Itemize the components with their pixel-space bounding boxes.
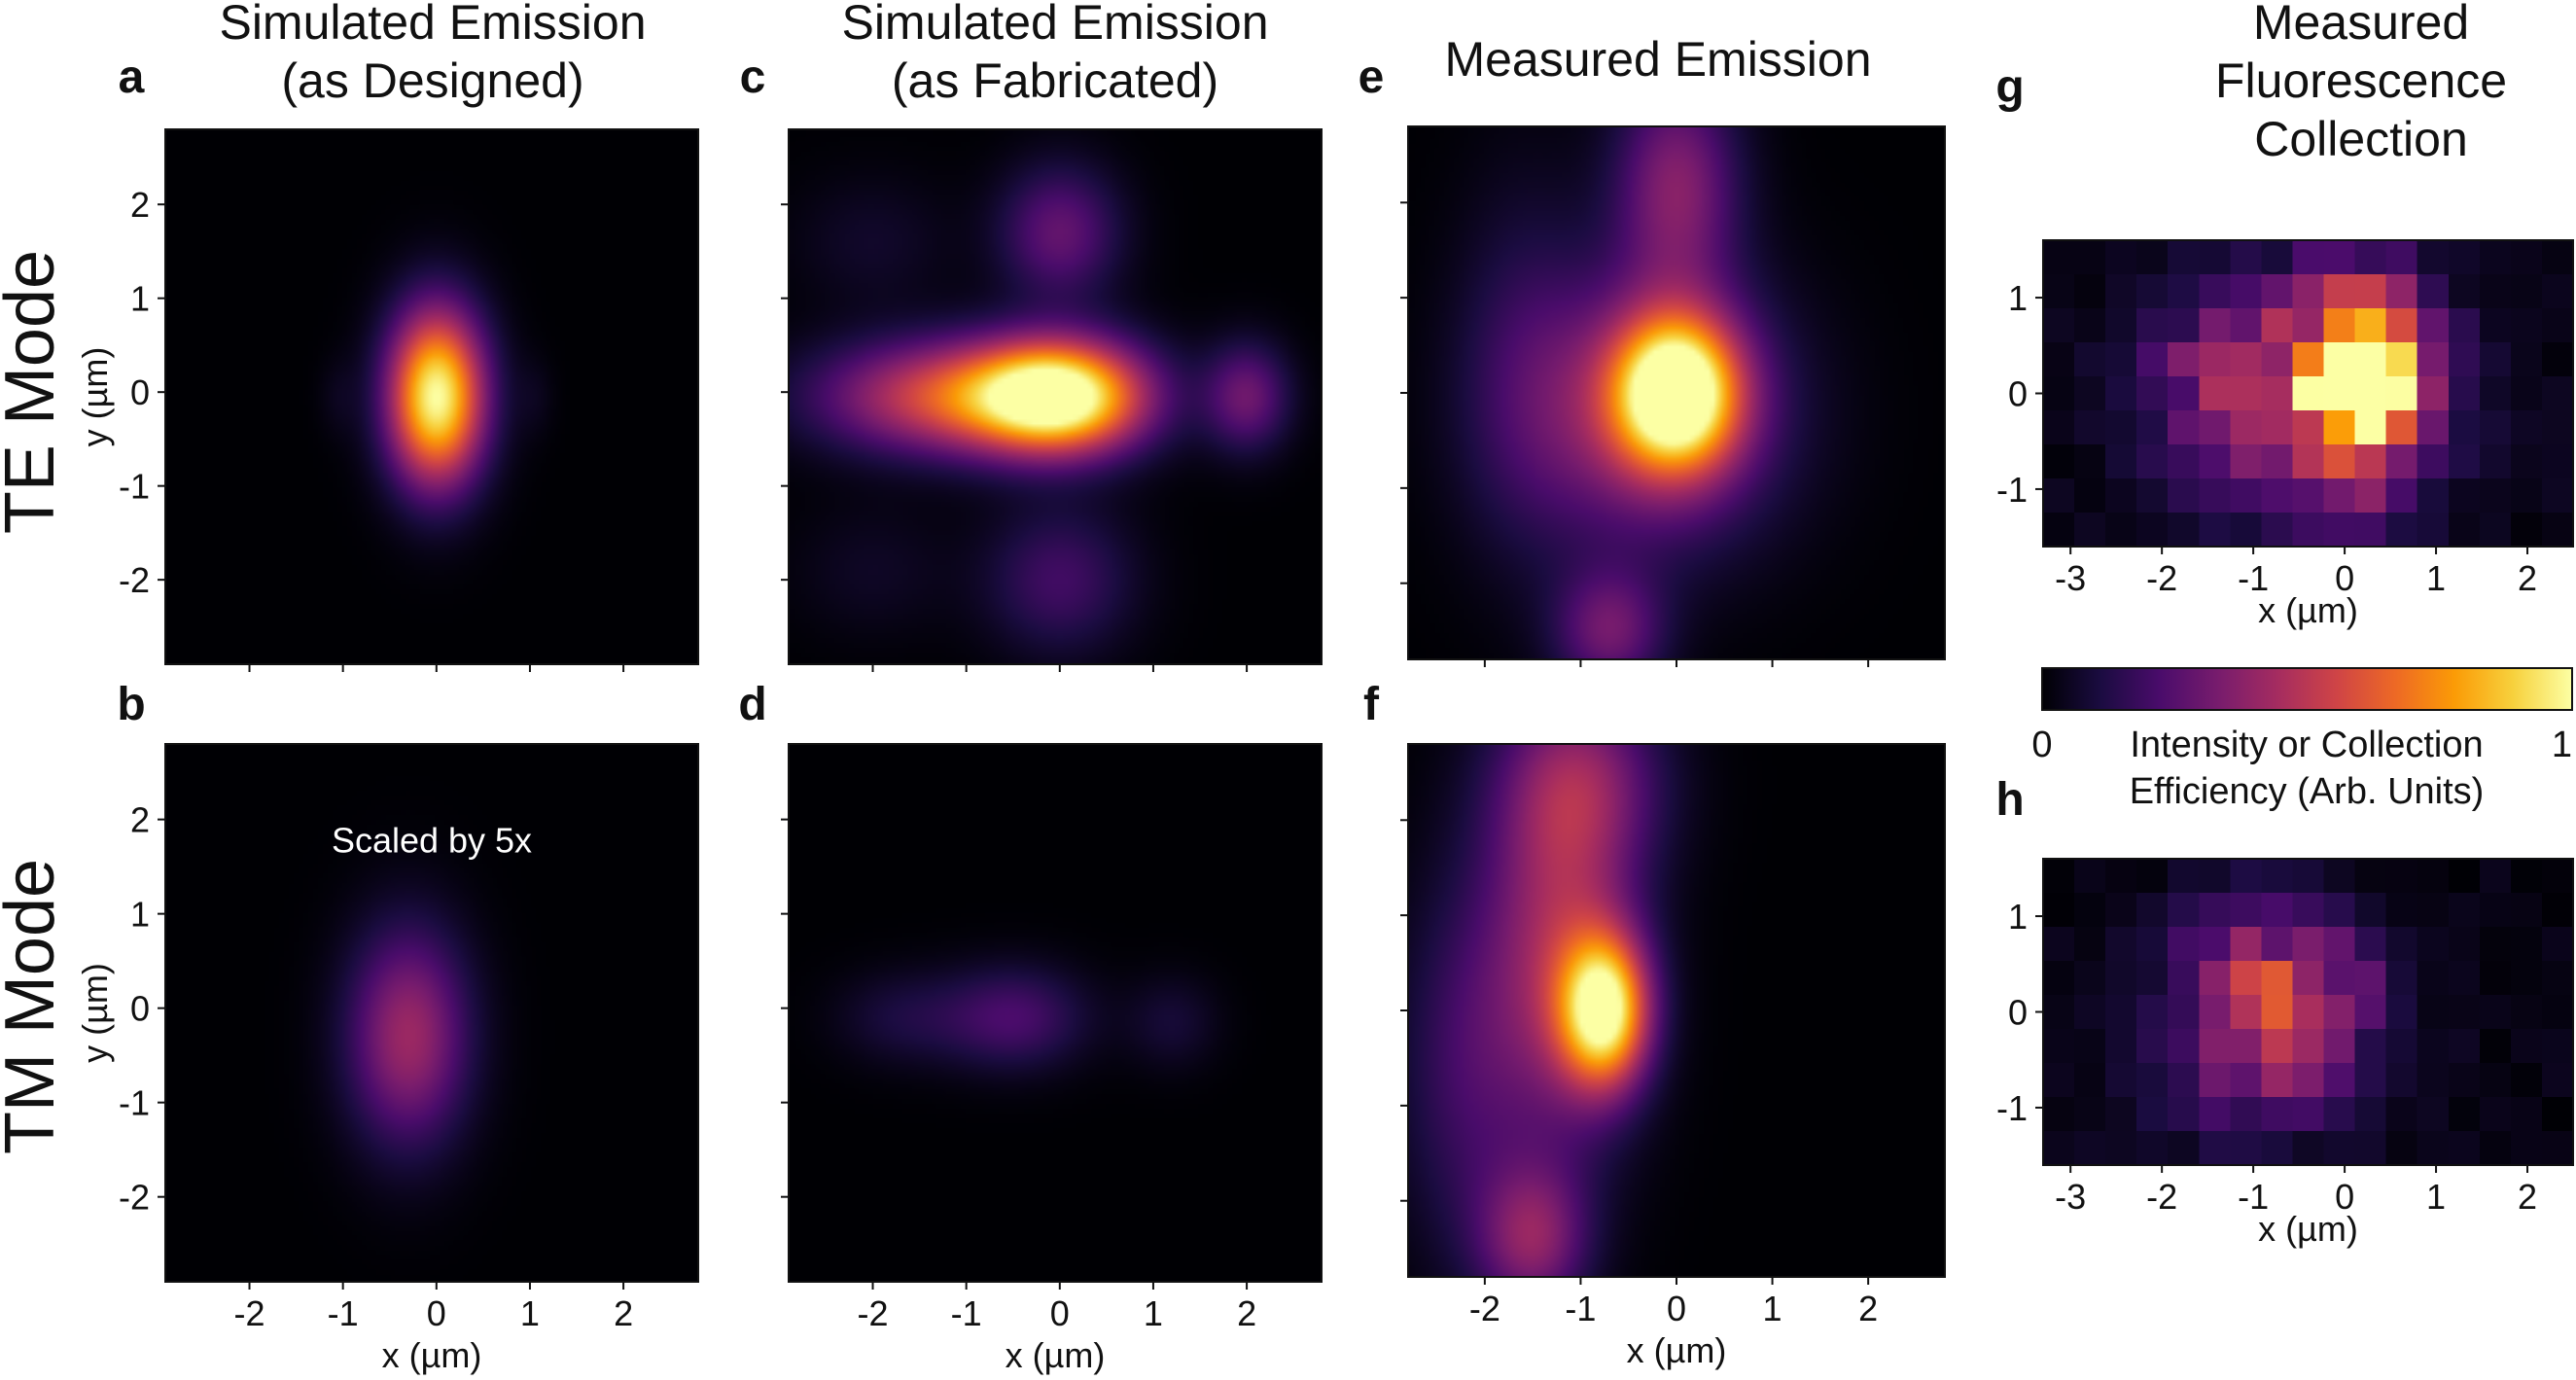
- colorbar: 0 1 Intensity or Collection Efficiency (…: [2031, 667, 2573, 812]
- xtick-label-b-2: 0: [427, 1293, 446, 1333]
- ytick-label-a-3: 1: [130, 279, 150, 319]
- xtick-label-h-2: -1: [2238, 1177, 2269, 1217]
- panel-a: -2 -1 0 1 2 y (µm) a Simulated Emission(as Desi…: [75, 0, 699, 672]
- xtick-label-b-0: -2: [234, 1293, 265, 1333]
- heatmap-image-b: [165, 744, 698, 1282]
- panel-c: c Simulated Emission(as Fabricated): [740, 0, 1323, 672]
- xtick-label-d-4: 2: [1237, 1293, 1256, 1333]
- ylabel-b: y (µm): [75, 963, 115, 1063]
- ytick-label-g-0: -1: [1996, 470, 2028, 510]
- ytick-label-g-2: 1: [2008, 278, 2028, 318]
- panel-title-c-0: Simulated Emission: [841, 0, 1268, 50]
- xtick-label-h-3: 0: [2335, 1177, 2354, 1217]
- xtick-label-g-1: -2: [2146, 558, 2177, 598]
- xtick-label-d-0: -2: [858, 1293, 889, 1333]
- ytick-label-b-0: -2: [119, 1178, 150, 1218]
- colorbar-label-line2: Efficiency (Arb. Units): [2130, 771, 2485, 812]
- xtick-label-h-0: -3: [2055, 1177, 2086, 1217]
- colorbar-max-label: 1: [2552, 725, 2572, 765]
- xtick-label-f-2: 0: [1667, 1289, 1686, 1328]
- ytick-label-b-3: 1: [130, 895, 150, 935]
- xtick-label-f-3: 1: [1763, 1289, 1782, 1328]
- xtick-label-g-2: -1: [2238, 558, 2269, 598]
- panel-title-g-1: Fluorescence: [2215, 53, 2507, 108]
- xtick-label-f-0: -2: [1469, 1289, 1500, 1328]
- xtick-label-f-4: 2: [1858, 1289, 1878, 1328]
- panel-e: e Measured Emission: [1359, 32, 1946, 667]
- ytick-label-h-2: 1: [2008, 897, 2028, 937]
- panel-title-g-0: Measured: [2253, 0, 2469, 50]
- xlabel-b: x (µm): [382, 1335, 482, 1375]
- panel-label-g: g: [1995, 61, 2024, 113]
- ytick-label-h-1: 0: [2008, 993, 2028, 1033]
- panel-label-d: d: [738, 679, 766, 730]
- colorbar-min-label: 0: [2031, 725, 2052, 765]
- ytick-label-a-1: -1: [119, 467, 150, 507]
- ytick-label-a-4: 2: [130, 185, 150, 225]
- plot-frame-b: [164, 743, 699, 1283]
- heatmap-image-d: [789, 744, 1322, 1282]
- panel-title-g-2: Collection: [2254, 112, 2468, 166]
- panel-g: -3 -2 -1 0 1 2 -1 0 1 x (µm) g MeasuredFluorescence…: [1995, 0, 2574, 630]
- heatmap-image-h: [2043, 859, 2573, 1165]
- panel-title-a-0: Simulated Emission: [219, 0, 646, 50]
- panel-label-f: f: [1363, 679, 1380, 730]
- ytick-label-a-0: -2: [119, 560, 150, 600]
- panel-label-a: a: [119, 52, 145, 103]
- ytick-label-b-4: 2: [130, 800, 150, 840]
- panel-label-c: c: [740, 52, 766, 103]
- ytick-label-g-1: 0: [2008, 374, 2028, 414]
- xtick-label-h-5: 2: [2518, 1177, 2537, 1217]
- xlabel-f: x (µm): [1627, 1330, 1727, 1370]
- heatmap-image-g: [2043, 240, 2573, 547]
- xtick-label-h-1: -2: [2146, 1177, 2177, 1217]
- xtick-label-h-4: 1: [2426, 1177, 2446, 1217]
- xtick-label-g-5: 2: [2518, 558, 2537, 598]
- xlabel-g: x (µm): [2258, 590, 2358, 630]
- heatmap-image-a: [165, 129, 698, 664]
- heatmap-image-e: [1408, 126, 1945, 659]
- xtick-label-d-3: 1: [1144, 1293, 1163, 1333]
- panel-label-h: h: [1995, 774, 2024, 826]
- panel-f: -2 -1 0 1 2 x (µm) f: [1363, 679, 1946, 1370]
- xtick-label-g-4: 1: [2426, 558, 2446, 598]
- ylabel-a: y (µm): [75, 347, 115, 447]
- xtick-label-b-4: 2: [614, 1293, 633, 1333]
- heatmap-image-c: [789, 129, 1322, 664]
- panel-d: -2 -1 0 1 2 x (µm) d: [738, 679, 1323, 1375]
- annotation-b: Scaled by 5x: [332, 821, 532, 861]
- colorbar-gradient: [2041, 667, 2573, 711]
- heatmap-image-f: [1408, 744, 1945, 1277]
- panel-label-b: b: [117, 679, 145, 730]
- ytick-label-b-2: 0: [130, 989, 150, 1029]
- xtick-label-b-3: 1: [520, 1293, 540, 1333]
- xtick-label-b-1: -1: [328, 1293, 359, 1333]
- xtick-label-d-1: -1: [951, 1293, 982, 1333]
- plot-frame-c: [788, 128, 1323, 665]
- panel-title-a-1: (as Designed): [281, 53, 583, 108]
- ytick-label-a-2: 0: [130, 372, 150, 412]
- ytick-label-b-1: -1: [119, 1083, 150, 1123]
- panel-title-c-1: (as Fabricated): [892, 53, 1218, 108]
- row-label-tm: TM Mode: [0, 859, 69, 1154]
- xtick-label-g-3: 0: [2335, 558, 2354, 598]
- ytick-label-h-0: -1: [1996, 1088, 2028, 1128]
- plot-frame-a: [164, 128, 699, 665]
- panel-h: -3 -2 -1 0 1 2 -1 0 1 x (µm) h: [1995, 774, 2574, 1249]
- xlabel-d: x (µm): [1006, 1335, 1106, 1375]
- xtick-label-d-2: 0: [1050, 1293, 1070, 1333]
- xlabel-h: x (µm): [2258, 1209, 2358, 1249]
- xtick-label-f-1: -1: [1565, 1289, 1596, 1328]
- row-label-te: TE Mode: [0, 250, 69, 534]
- panel-label-e: e: [1359, 52, 1385, 103]
- panel-b: -2 -1 0 1 2 -2 -1 0 1 2 x (µm) y (µm) b Scaled by 5x: [75, 679, 699, 1375]
- plot-frame-d: [788, 743, 1323, 1283]
- panel-title-e-0: Measured Emission: [1444, 32, 1871, 87]
- xtick-label-g-0: -3: [2055, 558, 2086, 598]
- colorbar-label-line1: Intensity or Collection: [2130, 725, 2483, 765]
